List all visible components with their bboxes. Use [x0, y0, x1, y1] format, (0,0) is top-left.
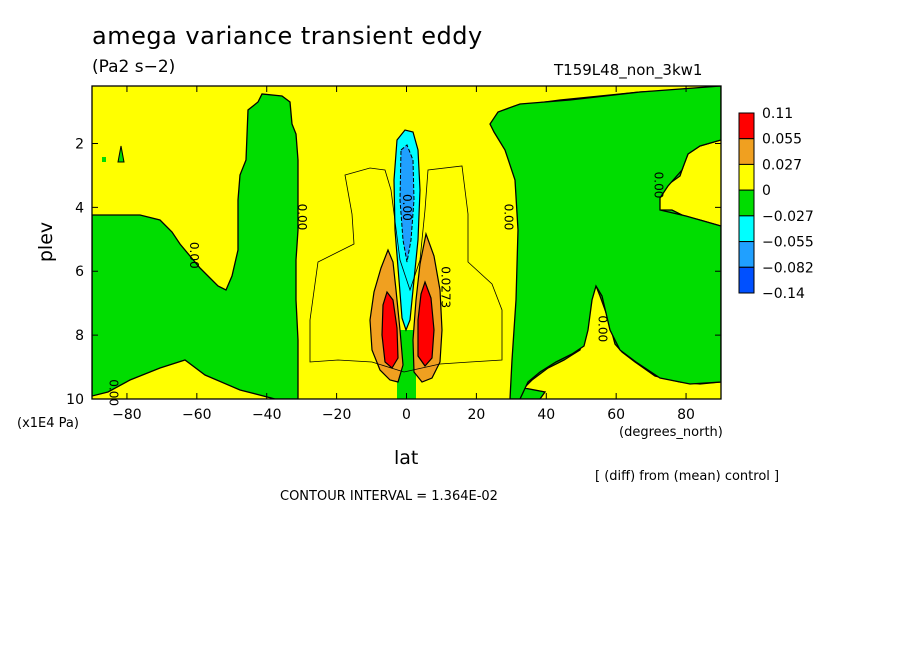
y-axis-label: plev — [35, 222, 57, 262]
colorbar: 0.11 0.055 0.027 0 −0.027 −0.055 −0.082 −0.14 — [738, 106, 814, 302]
x-tick-label: 60 — [607, 407, 625, 423]
light-blue-core — [399, 144, 415, 263]
colorbar-label: −0.027 — [762, 209, 814, 225]
green-region-east-main — [489, 86, 721, 399]
red-core-right — [417, 280, 435, 367]
diff-note: [ (diff) from (mean) control ] — [595, 469, 780, 484]
y-tick-label: 10 — [66, 392, 84, 408]
x-axis-label: lat — [394, 447, 419, 469]
contour-label: 0.00 — [400, 194, 414, 221]
contour-labels: 0.00 0.00 0.00 0.00 0.00 0.00 0.0273 0.00 — [106, 172, 665, 406]
colorbar-swatch — [738, 241, 755, 268]
colorbar-swatch — [738, 215, 755, 243]
y-tick-label: 6 — [75, 264, 84, 280]
contour-label: 0.00 — [652, 172, 666, 199]
contour-interval: CONTOUR INTERVAL = 1.364E-02 — [280, 489, 498, 504]
colorbar-label: 0.11 — [762, 106, 793, 122]
colorbar-swatch — [738, 138, 755, 165]
contour-label: 0.00 — [501, 204, 515, 231]
colorbar-label: −0.082 — [762, 260, 814, 276]
x-tick-label: 80 — [677, 407, 695, 423]
colorbar-swatch — [738, 163, 755, 191]
x-tick-label: 0 — [402, 407, 411, 423]
x-units-label: (degrees_north) — [619, 425, 723, 440]
chart-title: amega variance transient eddy — [92, 22, 483, 50]
colorbar-label: −0.055 — [762, 235, 814, 251]
x-tick-label: −40 — [252, 407, 282, 423]
run-label: T159L48_non_3kw1 — [554, 61, 703, 79]
y-tick-label: 8 — [75, 328, 84, 344]
axis-ticks: −80 −60 −40 −20 0 20 40 60 80 2 4 6 8 10 — [66, 86, 721, 423]
west-small-green — [117, 145, 125, 163]
contour-label: 0.00 — [187, 242, 201, 269]
contour-label: 0.00 — [106, 379, 120, 406]
west-tiny-green — [102, 157, 106, 162]
colorbar-label: 0.055 — [762, 132, 802, 148]
colorbar-label: −0.14 — [762, 286, 805, 302]
colorbar-swatch — [738, 266, 755, 294]
colorbar-label: 0.027 — [762, 157, 802, 173]
contour-label: 0.0273 — [438, 266, 452, 308]
contour-loop-0-0136 — [309, 165, 503, 373]
contour-label: 0.00 — [596, 315, 610, 342]
x-tick-label: −60 — [182, 407, 212, 423]
green-region-west — [92, 93, 299, 399]
colorbar-label: 0 — [762, 183, 771, 199]
x-tick-label: −80 — [112, 407, 142, 423]
contour-label: 0.00 — [295, 204, 309, 231]
x-tick-label: −20 — [322, 407, 352, 423]
y-tick-label: 4 — [75, 200, 84, 216]
x-tick-label: 20 — [467, 407, 485, 423]
colorbar-swatch — [738, 189, 755, 217]
x-tick-label: 40 — [537, 407, 555, 423]
colorbar-swatch — [738, 112, 755, 140]
y-tick-label: 2 — [75, 136, 84, 152]
units-label: (Pa2 s−2) — [92, 57, 176, 77]
y-scale-label: (x1E4 Pa) — [17, 416, 79, 431]
contour-fills — [92, 86, 721, 399]
